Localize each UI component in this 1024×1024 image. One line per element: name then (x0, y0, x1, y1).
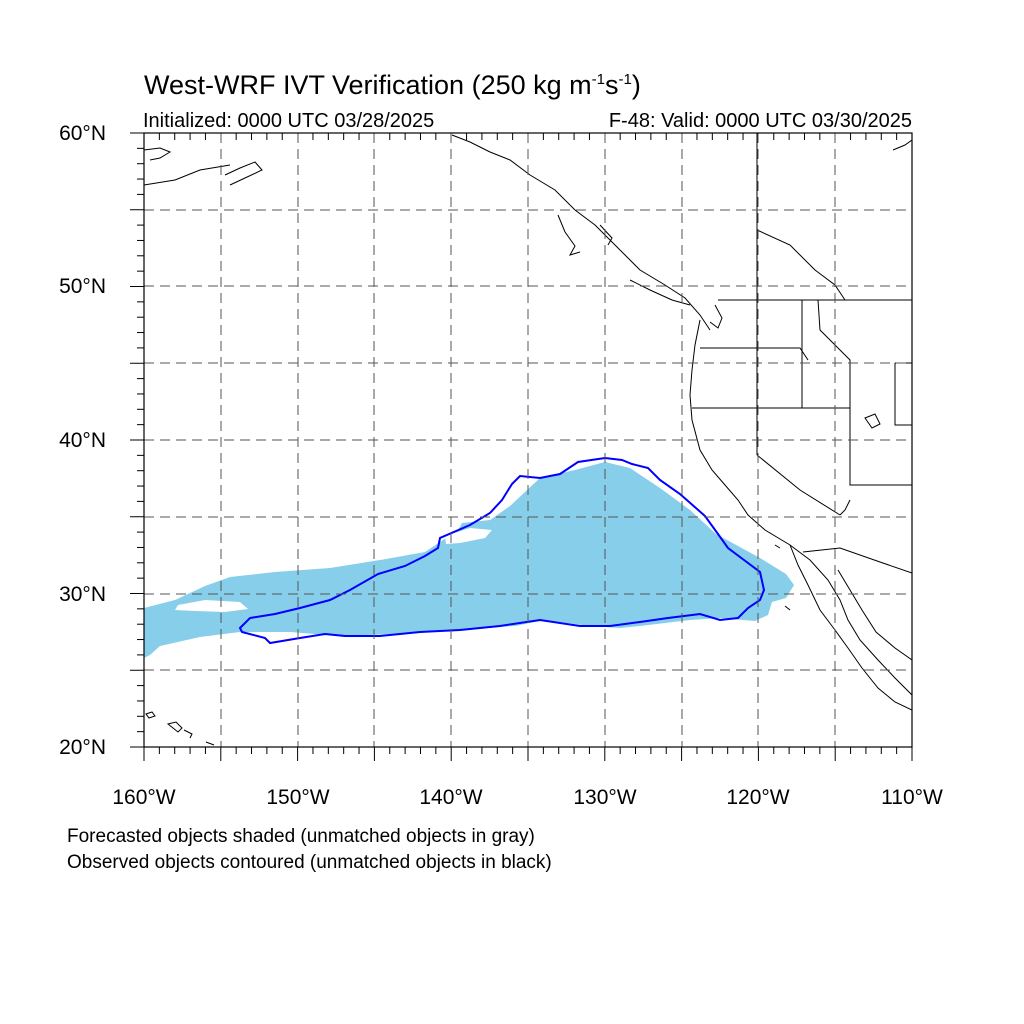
x-tick-label-150w: 150°W (266, 786, 330, 809)
x-tick-label-110w: 110°W (881, 786, 943, 809)
y-tick-label-60n: 60°N (59, 122, 106, 145)
valid-time-label: F-48: Valid: 0000 UTC 03/30/2025 (608, 110, 912, 132)
note-forecast: Forecasted objects shaded (unmatched obj… (67, 826, 535, 847)
initialized-label: Initialized: 0000 UTC 03/28/2025 (143, 110, 435, 132)
y-tick-label-40n: 40°N (59, 429, 106, 452)
plot-title: West-WRF IVT Verification (250 kg m-1s-1… (144, 70, 641, 101)
y-tick-label-50n: 50°N (59, 275, 106, 298)
y-tick-label-30n: 30°N (59, 583, 106, 606)
axis-ticks (130, 132, 913, 761)
x-tick-label-140w: 140°W (419, 786, 483, 809)
title-prefix: West-WRF IVT Verification (250 kg m (144, 70, 592, 100)
note-observed: Observed objects contoured (unmatched ob… (67, 852, 552, 873)
forecast-object-shaded (144, 462, 794, 658)
x-tick-label-120w: 120°W (726, 786, 790, 809)
gridlines (144, 133, 912, 747)
observed-object-contour (238, 456, 766, 645)
title-exponent-2: -1 (618, 71, 632, 88)
y-tick-label-20n: 20°N (59, 736, 106, 759)
title-exponent-1: -1 (591, 71, 605, 88)
x-tick-label-130w: 130°W (573, 786, 637, 809)
title-unit-s: s (604, 70, 619, 100)
x-tick-label-160w: 160°W (112, 786, 176, 809)
title-suffix: ) (631, 70, 641, 100)
